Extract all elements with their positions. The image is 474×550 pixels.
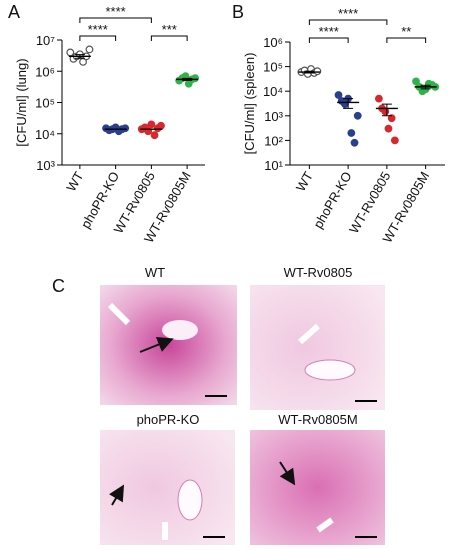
data-point — [85, 45, 94, 54]
y-tick-label: 10⁶ — [263, 35, 283, 50]
data-point — [390, 136, 399, 145]
significance-label: **** — [88, 22, 108, 37]
error-bar — [343, 98, 354, 109]
y-tick-label: 10⁴ — [263, 84, 283, 99]
error-bar — [381, 103, 392, 117]
data-point — [313, 67, 322, 76]
image — [250, 285, 385, 410]
data-point — [381, 107, 390, 116]
error-bar — [74, 54, 85, 59]
significance-label: **** — [106, 4, 126, 19]
y-tick-label: 10³ — [36, 158, 55, 173]
y-axis-label: [CFU/ml] (lung) — [14, 58, 29, 146]
lumen — [177, 479, 203, 521]
y-tick-label: 10⁶ — [35, 64, 55, 79]
histology: C WT WT-Rv0805 phoPR-KO WT-Rv0805M — [52, 265, 385, 545]
significance-bracket — [79, 17, 152, 23]
scale-bar — [203, 536, 225, 538]
scale-bar — [355, 400, 377, 402]
arrow — [139, 337, 174, 353]
panel-label: C — [52, 276, 65, 296]
arrow — [279, 461, 296, 486]
data-point — [387, 114, 396, 123]
y-tick-label: 10³ — [264, 109, 283, 124]
arrow — [107, 302, 131, 326]
error-bar — [420, 84, 431, 90]
data-point — [121, 124, 130, 133]
y-tick-label: 10² — [264, 133, 283, 148]
data-point — [384, 124, 393, 133]
significance-label: **** — [338, 6, 358, 21]
x-tick-label: phoPR-KO — [310, 169, 354, 231]
caption: WT — [145, 265, 165, 280]
significance-bracket — [386, 37, 427, 43]
data-point — [353, 111, 362, 120]
y-tick-label: 10⁵ — [35, 96, 55, 111]
image — [250, 430, 385, 545]
y-tick-label: 10⁵ — [263, 60, 283, 75]
arrow — [298, 323, 320, 345]
data-point — [147, 120, 156, 129]
data-point — [157, 121, 165, 130]
y-axis-label: [CFU/ml] (spleen) — [242, 53, 257, 155]
data-point — [347, 129, 356, 137]
image — [100, 285, 237, 405]
lumen — [162, 320, 198, 340]
data-point — [66, 48, 75, 57]
x-tick-label: WT — [63, 169, 86, 194]
scale-bar — [205, 395, 227, 397]
arrow — [316, 517, 334, 533]
significance-bracket — [150, 35, 188, 41]
panel-label: A — [8, 2, 20, 22]
y-tick-label: 10¹ — [264, 158, 283, 173]
significance-bracket — [308, 37, 349, 43]
error-bar — [304, 70, 315, 74]
data-point — [350, 138, 359, 147]
caption: phoPR-KO — [137, 412, 200, 427]
significance-label: ** — [401, 24, 411, 39]
data-point — [191, 74, 200, 83]
arrow — [109, 484, 125, 506]
scale-bar — [355, 536, 377, 538]
y-tick-label: 10⁷ — [36, 33, 55, 48]
data-point — [374, 94, 383, 103]
caption: WT-Rv0805M — [278, 412, 357, 427]
panel-label: B — [232, 2, 244, 22]
data-point — [334, 91, 343, 99]
y-tick-label: 10⁴ — [35, 127, 55, 142]
significance-bracket — [79, 35, 117, 41]
significance-label: **** — [319, 24, 339, 39]
significance-label: *** — [162, 22, 177, 37]
data-point — [150, 131, 159, 140]
x-tick-label: WT — [293, 169, 316, 194]
error-bar — [182, 77, 193, 81]
lumen — [304, 359, 356, 381]
caption: WT-Rv0805 — [284, 265, 353, 280]
significance-bracket — [308, 19, 388, 25]
